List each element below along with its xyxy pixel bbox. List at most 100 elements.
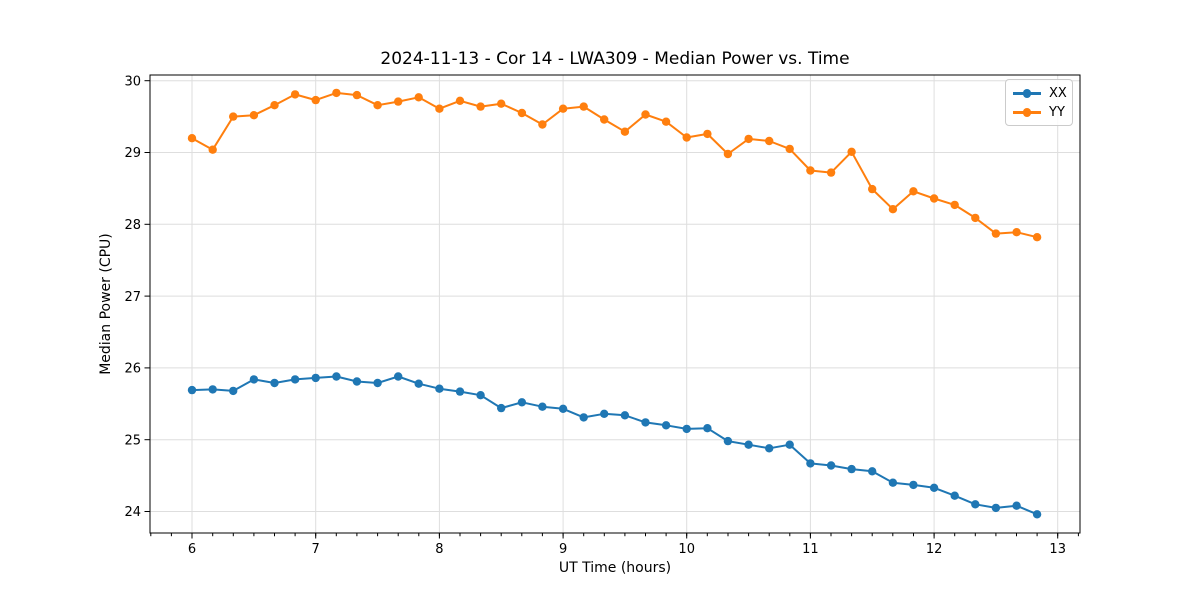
series-xx-marker bbox=[909, 480, 918, 490]
legend: XX YY bbox=[1005, 79, 1073, 126]
x-axis-label: UT Time (hours) bbox=[559, 560, 671, 576]
series-xx-marker bbox=[497, 403, 506, 413]
y-tick-label: 26 bbox=[124, 362, 141, 377]
series-xx-marker bbox=[950, 491, 959, 500]
series-xx-marker bbox=[868, 467, 877, 476]
x-tick-label: 9 bbox=[559, 542, 567, 557]
legend-label-yy: YY bbox=[1049, 105, 1065, 120]
y-tick-label: 27 bbox=[124, 290, 141, 305]
series-yy-marker bbox=[703, 129, 712, 139]
series-yy-line bbox=[191, 91, 1039, 239]
series-xx-marker bbox=[435, 384, 444, 393]
series-xx-marker bbox=[229, 386, 238, 396]
series-yy-marker bbox=[620, 127, 630, 136]
series-yy-marker bbox=[991, 229, 1001, 238]
series-xx-marker bbox=[249, 375, 259, 384]
series-yy-marker bbox=[435, 104, 444, 113]
series-xx-marker bbox=[991, 503, 1001, 513]
y-axis-label: Median Power (CPU) bbox=[98, 233, 114, 375]
series-xx-marker bbox=[579, 413, 588, 422]
legend-line-marker-icon bbox=[1013, 88, 1041, 99]
series-yy-marker bbox=[723, 149, 733, 159]
series-yy-marker bbox=[558, 104, 568, 113]
series-xx-marker bbox=[517, 398, 527, 407]
series-yy-marker bbox=[868, 184, 877, 194]
legend-line-marker-icon bbox=[1013, 107, 1041, 118]
y-tick-label: 29 bbox=[124, 146, 141, 161]
series-xx-marker bbox=[394, 372, 403, 381]
series-xx-marker bbox=[187, 385, 197, 395]
series-yy-marker bbox=[1012, 228, 1021, 237]
series-yy-marker bbox=[249, 111, 259, 120]
tick-labels: 6 7 8 9 10 11 12 13 24 25 26 27 28 29 30 bbox=[124, 74, 1066, 557]
x-tick-label: 13 bbox=[1049, 542, 1066, 557]
series-yy-marker bbox=[208, 145, 217, 154]
series-xx-marker bbox=[373, 378, 382, 388]
series-yy-marker bbox=[661, 117, 671, 126]
series-yy-marker bbox=[579, 102, 588, 111]
y-tick-label: 24 bbox=[124, 505, 141, 520]
series-xx-marker bbox=[311, 373, 320, 383]
series-xx-marker bbox=[208, 385, 217, 394]
x-tick-label: 7 bbox=[312, 542, 320, 557]
series-xx-marker bbox=[888, 478, 898, 487]
legend-item-yy: YY bbox=[1013, 104, 1066, 121]
series-yy-marker bbox=[538, 120, 547, 129]
series-yy-marker bbox=[497, 99, 506, 108]
series-yy-marker bbox=[929, 194, 939, 203]
series-yy-marker bbox=[806, 166, 815, 175]
series-xx-marker bbox=[620, 411, 630, 420]
y-tick-label: 28 bbox=[124, 218, 141, 233]
series-yy-marker bbox=[847, 147, 856, 156]
series-yy-marker bbox=[909, 187, 918, 196]
series-yy-marker bbox=[394, 97, 403, 106]
series-xx-marker bbox=[1012, 501, 1021, 510]
series-yy-marker bbox=[600, 115, 609, 124]
series-yy-marker bbox=[785, 144, 794, 154]
x-tick-label: 10 bbox=[678, 542, 695, 557]
series-yy-marker bbox=[826, 168, 836, 177]
series-xx-marker bbox=[270, 378, 279, 388]
axes-layer bbox=[144, 74, 1081, 539]
series-xx-marker bbox=[352, 377, 362, 386]
series-yy-marker bbox=[765, 136, 774, 146]
series-xx-marker bbox=[476, 391, 485, 400]
series-layer bbox=[187, 88, 1042, 519]
x-tick-label: 6 bbox=[188, 542, 196, 557]
grid-layer bbox=[150, 75, 1080, 533]
series-xx-marker bbox=[1032, 510, 1042, 519]
chart-title: 2024-11-13 - Cor 14 - LWA309 - Median Po… bbox=[380, 49, 849, 69]
x-tick-label: 8 bbox=[435, 542, 443, 557]
series-yy-marker bbox=[332, 88, 341, 98]
series-xx-marker bbox=[600, 409, 609, 418]
series-yy-marker bbox=[270, 101, 279, 110]
legend-label-xx: XX bbox=[1049, 86, 1067, 101]
series-yy-marker bbox=[311, 95, 320, 105]
series-xx-line bbox=[191, 375, 1039, 516]
series-yy-marker bbox=[641, 110, 650, 119]
x-tick-label: 12 bbox=[926, 542, 943, 557]
series-xx-marker bbox=[332, 372, 341, 381]
series-xx-marker bbox=[682, 424, 691, 434]
series-xx-marker bbox=[971, 500, 980, 509]
series-xx-marker bbox=[744, 440, 753, 449]
series-xx-marker bbox=[558, 404, 568, 413]
series-yy-marker bbox=[373, 101, 382, 110]
series-xx-marker bbox=[455, 387, 465, 396]
series-yy-marker bbox=[187, 134, 197, 143]
series-xx-marker bbox=[641, 418, 650, 427]
series-yy-marker bbox=[888, 205, 898, 214]
series-xx-marker bbox=[765, 444, 774, 453]
series-yy-marker bbox=[517, 108, 527, 118]
series-xx-marker bbox=[847, 464, 856, 474]
y-tick-label: 30 bbox=[124, 74, 141, 89]
series-xx-marker bbox=[826, 461, 836, 470]
series-yy-marker bbox=[744, 134, 753, 144]
series-yy-marker bbox=[414, 93, 423, 102]
series-yy-marker bbox=[1032, 233, 1042, 242]
y-tick-label: 25 bbox=[124, 433, 141, 448]
plot-border bbox=[149, 74, 1081, 534]
series-xx-marker bbox=[414, 379, 423, 388]
